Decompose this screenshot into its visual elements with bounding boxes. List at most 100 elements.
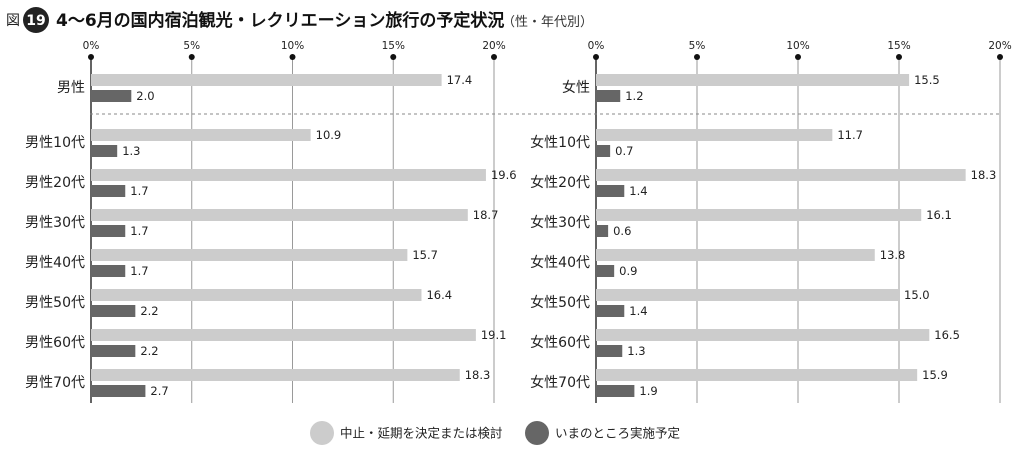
- chart-subtitle: （性・年代別）: [502, 15, 593, 30]
- legend: 中止・延期を決定または検討 いまのところ実施予定: [310, 421, 680, 445]
- bar-cancel: [91, 169, 486, 181]
- category-label: 女性60代: [530, 334, 590, 351]
- figure-number-badge: [23, 7, 49, 33]
- bar-planned: [91, 145, 118, 157]
- bar-cancel: [596, 289, 899, 301]
- tick-mark: [795, 54, 801, 60]
- tick-label: 10%: [281, 40, 304, 52]
- data-label: 19.6: [491, 168, 517, 182]
- bar-planned: [91, 305, 136, 317]
- tick-mark: [390, 54, 397, 60]
- tick-mark: [593, 54, 599, 60]
- data-label: 18.7: [473, 208, 499, 222]
- data-label: 1.2: [625, 89, 643, 103]
- data-label: 2.7: [150, 384, 168, 398]
- tick-label: 5%: [183, 40, 200, 52]
- category-label: 男性10代: [25, 135, 85, 151]
- tick-mark: [896, 54, 902, 60]
- legend-label-planned: いまのところ実施予定: [555, 426, 680, 441]
- tick-mark: [88, 54, 94, 60]
- bar-planned: [91, 90, 132, 102]
- bar-planned: [91, 345, 136, 357]
- data-label: 15.7: [412, 248, 438, 262]
- data-label: 16.1: [926, 208, 952, 222]
- bar-planned: [596, 90, 621, 102]
- tick-mark: [491, 54, 497, 60]
- data-label: 10.9: [316, 128, 342, 142]
- tick-label: 20%: [482, 40, 505, 52]
- figure-number: 19: [26, 13, 45, 29]
- bar-cancel: [596, 369, 918, 381]
- category-label: 女性30代: [530, 214, 590, 231]
- category-label: 男性: [57, 80, 85, 96]
- data-label: 0.6: [613, 224, 631, 238]
- bar-cancel: [91, 289, 422, 301]
- tick-label: 15%: [887, 40, 910, 52]
- category-label: 男性70代: [25, 375, 85, 391]
- category-label: 男性50代: [25, 295, 85, 311]
- bar-planned: [596, 305, 625, 317]
- data-label: 11.7: [837, 128, 863, 142]
- legend-marker-cancel: [310, 421, 334, 445]
- bar-cancel: [91, 249, 408, 261]
- data-label: 2.0: [136, 89, 154, 103]
- category-label: 女性20代: [530, 174, 590, 191]
- data-label: 16.5: [934, 328, 960, 342]
- chart-panel-female: 0% 5% 10% 15% 20% 女性女性10代女性20代女性30代女性40代女性50代…: [530, 40, 1012, 403]
- data-label: 1.7: [130, 224, 148, 238]
- bar-cancel: [91, 129, 311, 141]
- data-label: 15.9: [922, 368, 948, 382]
- bar-planned: [596, 265, 615, 277]
- bar-cancel: [91, 209, 468, 221]
- data-label: 1.7: [130, 184, 148, 198]
- bar-cancel: [91, 369, 460, 381]
- data-label: 1.3: [627, 344, 645, 358]
- data-label: 1.4: [629, 304, 647, 318]
- category-label: 女性10代: [530, 134, 590, 151]
- tick-label: 0%: [588, 40, 605, 52]
- data-label: 1.4: [629, 184, 647, 198]
- bar-cancel: [91, 74, 442, 86]
- tick-mark: [997, 54, 1003, 60]
- bar-planned: [91, 385, 146, 397]
- data-label: 13.8: [880, 248, 906, 262]
- bar-cancel: [596, 249, 875, 261]
- bar-cancel: [91, 329, 476, 341]
- tick-mark: [694, 54, 700, 60]
- data-label: 1.7: [130, 264, 148, 278]
- tick-label: 10%: [786, 40, 809, 52]
- data-label: 0.9: [619, 264, 637, 278]
- category-label: 女性40代: [530, 254, 590, 271]
- data-label: 19.1: [481, 328, 507, 342]
- category-label: 女性50代: [530, 294, 590, 311]
- bar-planned: [91, 265, 126, 277]
- data-label: 1.3: [122, 144, 140, 158]
- bar-cancel: [596, 209, 922, 221]
- category-label: 男性60代: [25, 335, 85, 351]
- bar-planned: [596, 145, 611, 157]
- data-label: 18.3: [971, 168, 997, 182]
- tick-mark: [188, 54, 195, 60]
- figure-prefix: 図: [6, 13, 20, 29]
- bar-planned: [596, 185, 625, 197]
- bar-cancel: [596, 129, 833, 141]
- data-label: 1.9: [639, 384, 657, 398]
- chart-header: 図 19 4～6月の国内宿泊観光・レクリエーション旅行の予定状況 （性・年代別）: [6, 7, 593, 33]
- data-label: 15.5: [914, 73, 940, 87]
- tick-mark: [289, 54, 296, 60]
- data-label: 2.2: [140, 304, 158, 318]
- category-label: 男性30代: [25, 215, 85, 231]
- data-label: 0.7: [615, 144, 633, 158]
- data-label: 18.3: [465, 368, 491, 382]
- category-label: 女性: [562, 79, 590, 96]
- category-label: 男性40代: [25, 255, 85, 271]
- data-label: 16.4: [426, 288, 452, 302]
- tick-label: 20%: [988, 40, 1011, 52]
- bar-cancel: [596, 169, 966, 181]
- bar-planned: [91, 185, 126, 197]
- chart-panel-male: 0% 5% 10% 15% 20% 男性男性10代男性20代男性30代男性40代男性50代…: [25, 40, 517, 403]
- tick-label: 0%: [83, 40, 100, 52]
- category-label: 女性70代: [530, 374, 590, 391]
- data-label: 2.2: [140, 344, 158, 358]
